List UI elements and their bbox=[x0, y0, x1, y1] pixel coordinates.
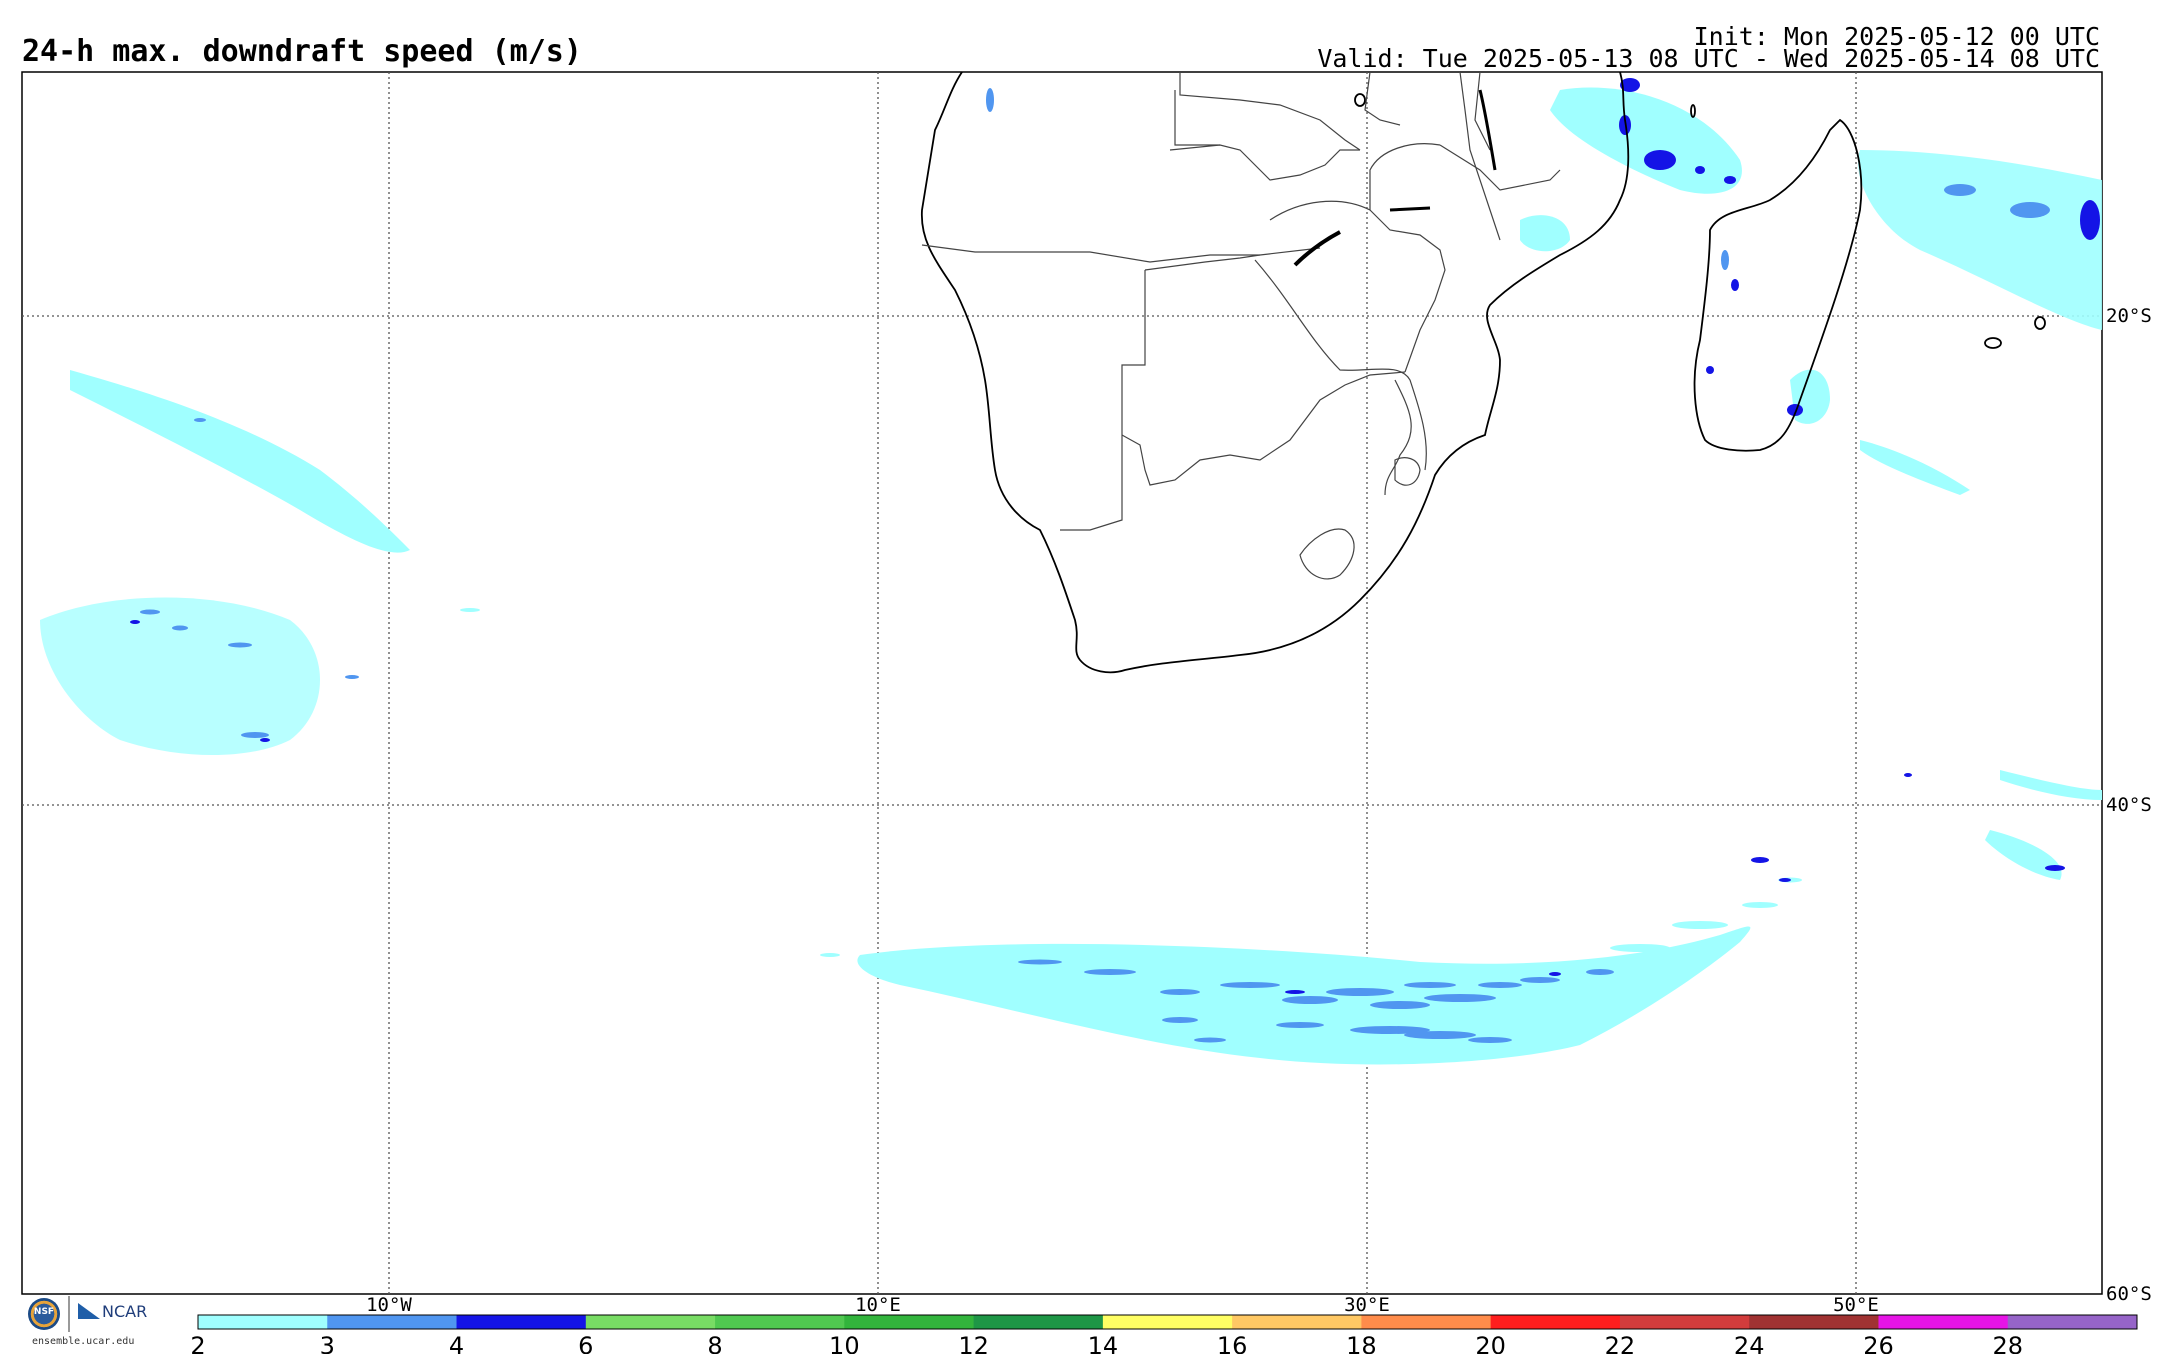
colorbar-segment bbox=[844, 1315, 975, 1329]
colorbar-tick-label: 20 bbox=[1475, 1332, 1506, 1354]
colorbar-tick-label: 24 bbox=[1734, 1332, 1765, 1354]
logo-separator bbox=[68, 1296, 70, 1332]
ncar-logo: NCAR bbox=[78, 1302, 147, 1321]
colorbar-segment bbox=[715, 1315, 845, 1329]
colorbar-segment bbox=[2007, 1315, 2138, 1329]
map-title: 24-h max. downdraft speed (m/s) bbox=[22, 34, 582, 69]
colorbar-segment bbox=[1102, 1315, 1233, 1329]
lon-label-10w: 10°W bbox=[366, 1294, 412, 1316]
colorbar-tick-label: 10 bbox=[829, 1332, 860, 1354]
map-frame bbox=[21, 71, 2103, 1295]
colorbar-tick-label: 18 bbox=[1346, 1332, 1377, 1354]
downdraft-shading-southern-band bbox=[820, 877, 1802, 1065]
lon-label-30e: 30°E bbox=[1344, 1294, 1390, 1316]
colorbar-segment bbox=[1749, 1315, 1879, 1329]
lat-labels: 20°S 40°S 60°S bbox=[2106, 305, 2152, 1305]
lon-labels: 10°W 10°E 30°E 50°E bbox=[366, 1294, 1879, 1316]
lon-label-50e: 50°E bbox=[1833, 1294, 1879, 1316]
colorbar-tick-label: 6 bbox=[578, 1332, 593, 1354]
colorbar-segment bbox=[585, 1315, 716, 1329]
colorbar-tick-label: 26 bbox=[1863, 1332, 1894, 1354]
lat-label-60s: 60°S bbox=[2106, 1283, 2152, 1305]
lat-label-40s: 40°S bbox=[2106, 794, 2152, 816]
colorbar-segment bbox=[1878, 1315, 2009, 1329]
colorbar-segment bbox=[456, 1315, 587, 1329]
country-borders bbox=[921, 72, 1561, 580]
coastline-africa bbox=[920, 72, 2046, 674]
colorbar-tick-label: 22 bbox=[1605, 1332, 1636, 1354]
nsf-logo: NSF bbox=[28, 1298, 60, 1330]
colorbar: 2 3 4 6 8 10 12 14 16 18 20 22 24 26 28 bbox=[190, 1314, 2138, 1354]
init-time: Init: Mon 2025-05-12 00 UTC bbox=[1693, 22, 2100, 51]
lon-label-10e: 10°E bbox=[855, 1294, 901, 1316]
site-url: ensemble.ucar.edu bbox=[32, 1336, 135, 1347]
colorbar-segment bbox=[327, 1315, 458, 1329]
colorbar-tick-label: 14 bbox=[1088, 1332, 1119, 1354]
colorbar-segment bbox=[1361, 1315, 1492, 1329]
colorbar-segment bbox=[973, 1315, 1104, 1329]
colorbar-tick-label: 2 bbox=[190, 1332, 205, 1354]
colorbar-tick-label: 4 bbox=[449, 1332, 464, 1354]
colorbar-frame bbox=[197, 1314, 2138, 1330]
colorbar-tick-label: 16 bbox=[1217, 1332, 1248, 1354]
downdraft-shading-atlantic bbox=[40, 370, 480, 755]
logos: NSF NCAR ensemble.ucar.edu bbox=[22, 1296, 162, 1354]
colorbar-segment bbox=[1232, 1315, 1362, 1329]
downdraft-shading-indian-ocean bbox=[986, 78, 2102, 882]
valid-time: Valid: Tue 2025-05-13 08 UTC - Wed 2025-… bbox=[1317, 44, 2100, 73]
colorbar-tick-label: 28 bbox=[1992, 1332, 2023, 1354]
colorbar-segment bbox=[1490, 1315, 1621, 1329]
colorbar-segment bbox=[198, 1315, 328, 1329]
colorbar-segment bbox=[1619, 1315, 1750, 1329]
colorbar-tick-label: 8 bbox=[707, 1332, 722, 1354]
gridlines bbox=[22, 72, 2102, 1294]
colorbar-tick-label: 12 bbox=[958, 1332, 989, 1354]
lat-label-20s: 20°S bbox=[2106, 305, 2152, 327]
colorbar-tick-label: 3 bbox=[320, 1332, 335, 1354]
